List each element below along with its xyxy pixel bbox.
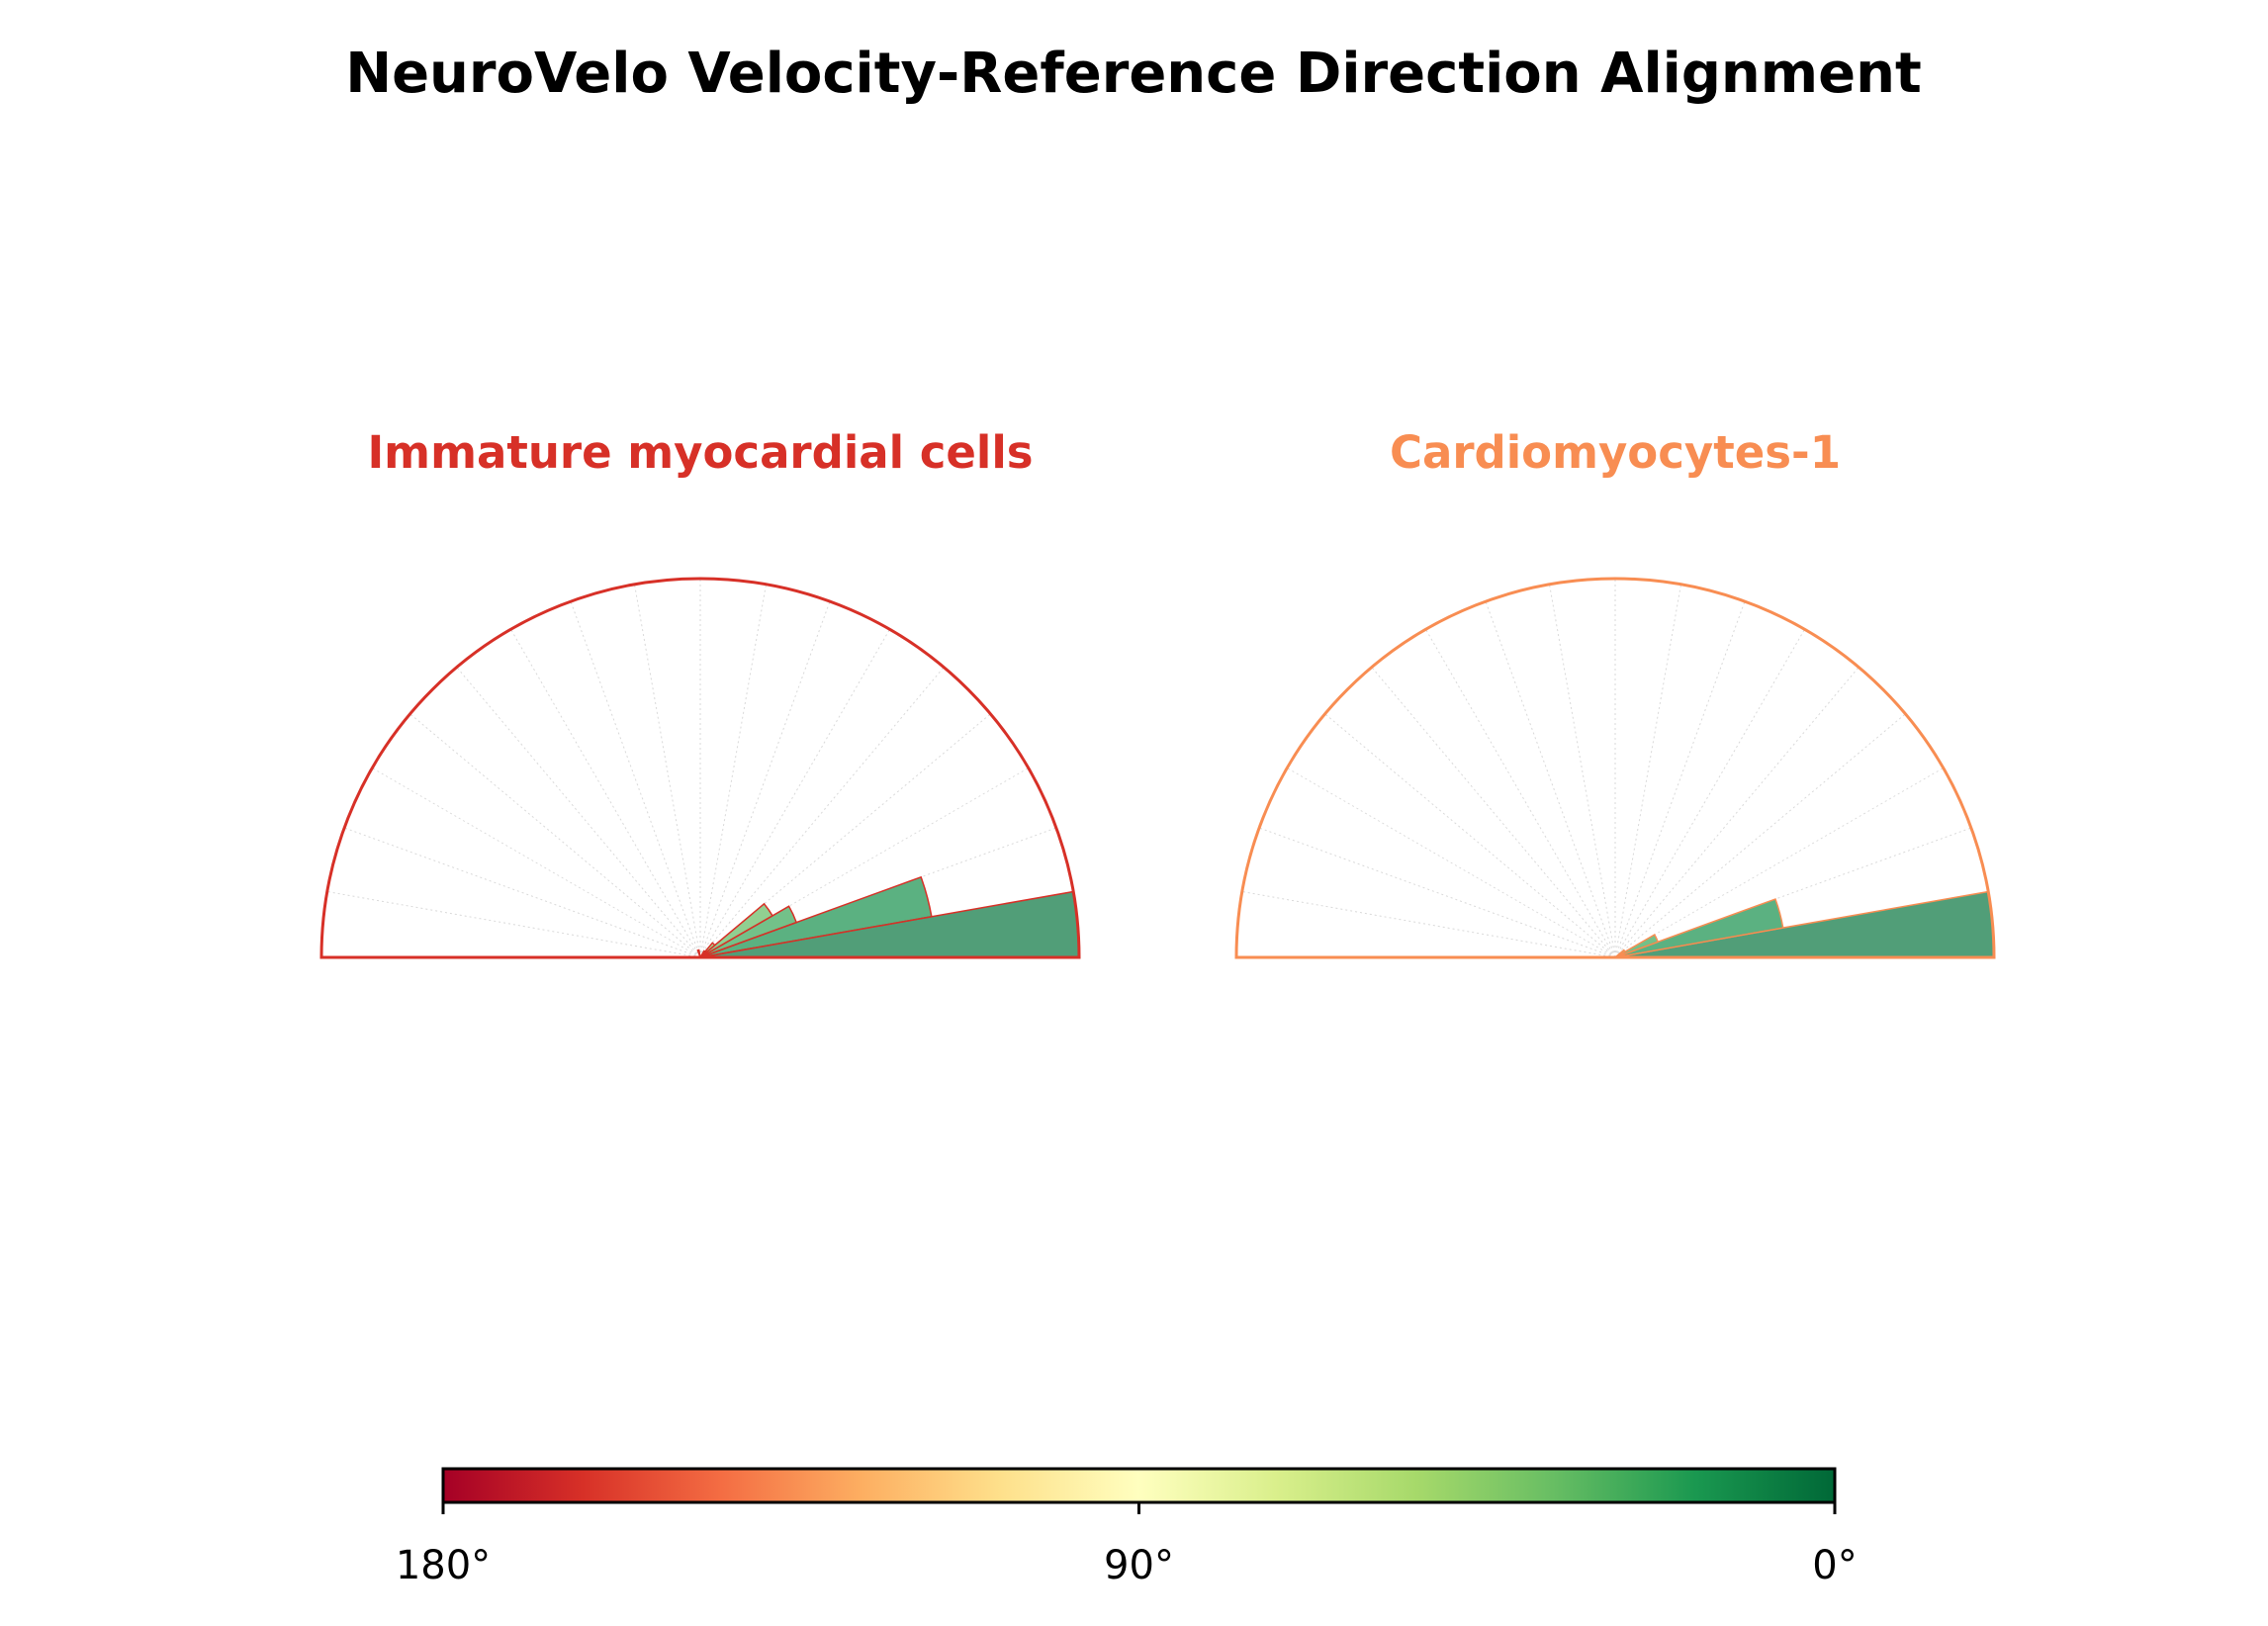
grid-spoke: [1425, 629, 1616, 958]
grid-spoke: [1371, 667, 1616, 958]
histogram-bar: [699, 905, 798, 958]
panel-title: Cardiomyocytes-1: [1390, 426, 1841, 479]
grid-spoke: [1614, 629, 1805, 958]
grid-spoke: [1287, 768, 1616, 958]
grid-spoke: [409, 713, 701, 958]
colorbar-tick-label: 0°: [1812, 1543, 1857, 1588]
grid-spoke: [699, 713, 991, 958]
polar-panel-cardiomyocytes-1: Cardiomyocytes-1: [1234, 426, 1996, 959]
histogram-bar: [1614, 948, 1626, 958]
grid-spoke: [372, 768, 701, 958]
grid-spoke: [699, 629, 890, 958]
grid-spoke: [326, 890, 701, 958]
polar-panel-immature-myocardial-cells: Immature myocardial cells: [319, 426, 1081, 959]
grid-spoke: [1614, 667, 1860, 958]
histogram-bar: [696, 948, 701, 958]
polar-outline: [1234, 577, 1996, 959]
polar-grid: [1241, 579, 1989, 958]
histogram-bar: [699, 949, 706, 958]
colorbar-tick-label: 180°: [396, 1543, 491, 1588]
grid-spoke: [1614, 768, 1944, 958]
grid-spoke: [1485, 600, 1616, 958]
histogram-bars: [696, 875, 1080, 958]
grid-spoke: [699, 584, 768, 958]
grid-spoke: [1258, 827, 1616, 958]
grid-spoke: [633, 584, 701, 958]
grid-spoke: [1548, 584, 1616, 958]
grid-spoke: [1241, 890, 1616, 958]
grid-spoke: [699, 768, 1029, 958]
grid-spoke: [1614, 827, 1972, 958]
grid-spoke: [699, 600, 831, 958]
grid-spoke: [570, 600, 701, 958]
grid-spoke: [1614, 713, 1906, 958]
grid-spoke: [699, 667, 945, 958]
grid-spoke: [1324, 713, 1616, 958]
colorbar: 180° 90° 0°: [396, 1467, 1858, 1588]
grid-spoke: [1614, 600, 1746, 958]
grid-spoke: [510, 629, 701, 958]
grid-spoke: [1614, 584, 1682, 958]
colorbar-fill: [441, 1467, 1837, 1504]
histogram-bar: [699, 902, 773, 958]
polar-outline: [319, 577, 1081, 959]
histogram-bar: [699, 875, 933, 958]
panel-title: Immature myocardial cells: [367, 426, 1033, 479]
figure-title: NeuroVelo Velocity-Reference Direction A…: [345, 42, 1922, 106]
colorbar-tick-label: 90°: [1104, 1543, 1174, 1588]
grid-spoke: [456, 667, 701, 958]
grid-spoke: [343, 827, 701, 958]
polar-grid: [326, 579, 1074, 958]
